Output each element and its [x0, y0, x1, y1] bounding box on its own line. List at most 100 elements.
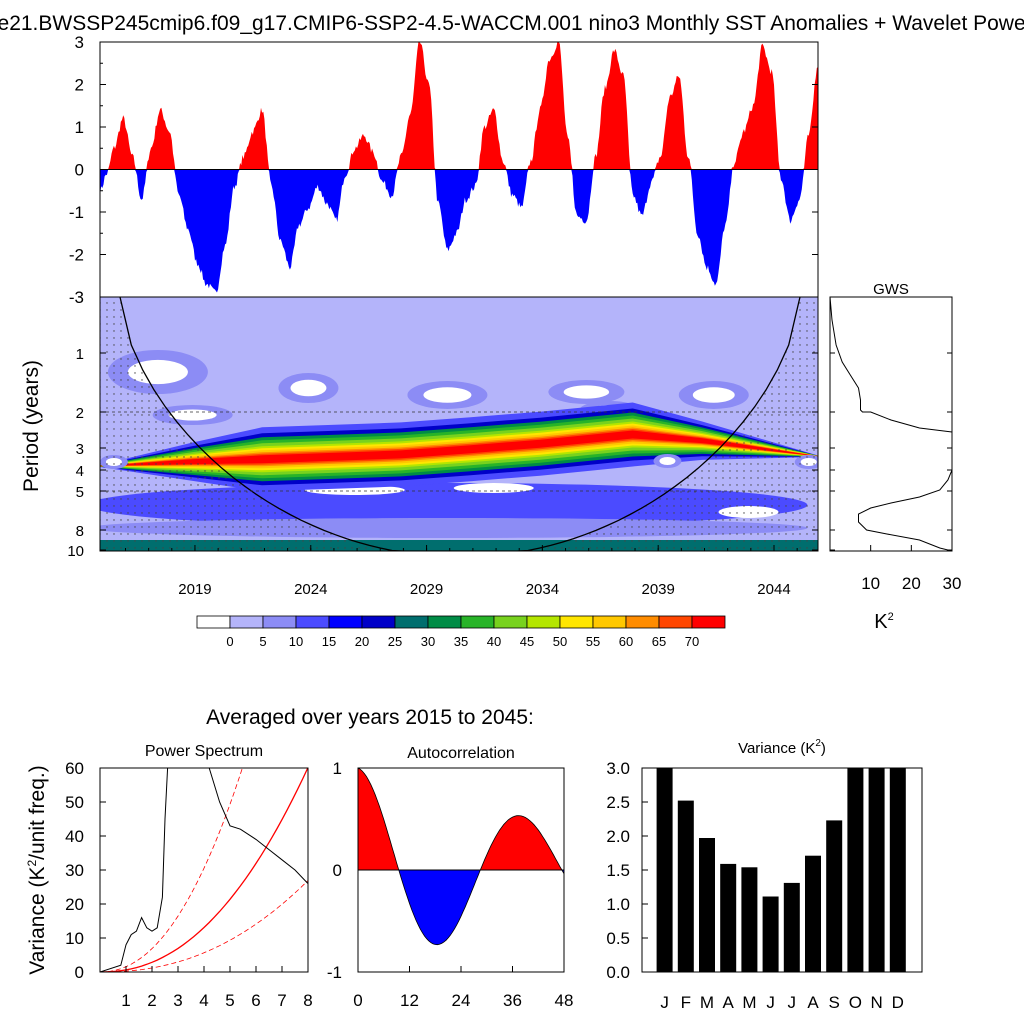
wavelet-x-tick-label: 2019 [178, 581, 211, 598]
monthly-variance-category-label: M [742, 993, 756, 1012]
colorbar-tick-label: 65 [652, 634, 666, 649]
gws-frame [829, 296, 953, 552]
significance-curve-upper [100, 768, 243, 972]
wavelet-y-tick-label: 3 [76, 441, 84, 458]
power-spectrum-x-tick-label: 4 [199, 991, 208, 1010]
power-spectrum-panel: Power Spectrum 1 2 3 4 5 6 7 8 0 10 20 30 40 50 60 Var… [25, 743, 313, 1010]
colorbar-swatch [328, 615, 363, 629]
wavelet-y-tick-label: 10 [67, 543, 84, 560]
sst-y-tick-label: -1 [69, 203, 84, 222]
power-spectrum-ticks: 1 2 3 4 5 6 7 8 0 10 20 30 40 50 60 [65, 759, 313, 1010]
main-title: b.e21.BWSSP245cmip6.f09_g17.CMIP6-SSP2-4… [0, 12, 1024, 35]
monthly-variance-bar [741, 867, 758, 972]
power-spectrum-x-tick-label: 1 [121, 991, 130, 1010]
monthly-variance-category-label: J [788, 993, 797, 1012]
wavelet-heatmap [100, 297, 818, 551]
monthly-variance-bar [889, 768, 906, 972]
sst-y-tick-label: -3 [69, 288, 84, 307]
autocorrelation-ticks: 0 12 24 36 48 1 0 -1 [327, 759, 574, 1010]
colorbar-swatch [526, 615, 561, 629]
monthly-variance-bar [762, 896, 779, 972]
wavelet-y-tick-label: 8 [76, 523, 84, 540]
colorbar-swatch [691, 615, 726, 629]
monthly-variance-bar [720, 863, 737, 972]
wavelet-y-tick-label: 1 [76, 346, 84, 363]
power-spectrum-x-tick-label: 8 [303, 991, 312, 1010]
colorbar-swatch [229, 615, 264, 629]
colorbar-tick-label: 10 [289, 634, 303, 649]
autocorrelation-panel: Autocorrelation 0 12 24 36 48 1 0 -1 [327, 745, 574, 1010]
colorbar-tick-label: 45 [520, 634, 534, 649]
autocorrelation-negative-area [358, 869, 564, 946]
monthly-variance-category-label: A [723, 993, 735, 1012]
wavelet-x-tick-label: 2039 [641, 581, 674, 598]
monthly-variance-bar [847, 768, 864, 972]
gws-axis-ticks: 10 20 30 [830, 352, 961, 593]
sst-y-tick-label: 1 [75, 118, 84, 137]
wavelet-contour-blob [290, 379, 327, 397]
power-spectrum-y-tick-label: 40 [65, 827, 84, 846]
autocorrelation-fill [358, 768, 564, 946]
monthly-variance-category-label: J [660, 993, 669, 1012]
power-spectrum-x-tick-label: 5 [225, 991, 234, 1010]
autocorrelation-x-tick-label: 12 [400, 991, 419, 1010]
monthly-variance-ticks: J F M A M J J A S O N D3.02.52.01.51.00.50.0 [606, 759, 904, 1012]
wavelet-bottom-band [100, 540, 818, 551]
autocorrelation-x-tick-label: 36 [503, 991, 522, 1010]
autocorrelation-x-tick-label: 0 [353, 991, 362, 1010]
power-spectrum-y-tick-label: 0 [75, 963, 84, 982]
monthly-variance-bars [656, 768, 906, 972]
autocorrelation-x-tick-label: 48 [555, 991, 574, 1010]
colorbar-tick-label: 5 [259, 634, 266, 649]
colorbar-swatch [196, 615, 231, 629]
autocorrelation-x-tick-label: 24 [452, 991, 471, 1010]
wavelet-contour-blob [692, 387, 735, 403]
power-spectrum-y-axis-label: Variance (K2/unit freq.) [25, 765, 49, 974]
wavelet-contour-blob [563, 385, 610, 399]
sst-positive-area [100, 42, 818, 170]
wavelet-x-tick-label: 2044 [757, 581, 790, 598]
sst-y-tick-label: 0 [75, 161, 84, 180]
power-spectrum-series-line [208, 768, 308, 884]
colorbar-swatch [262, 615, 297, 629]
colorbar-swatch [493, 615, 528, 629]
colorbar-tick-label: 50 [553, 634, 567, 649]
gws-title: GWS [873, 281, 909, 298]
power-spectrum-title: Power Spectrum [145, 743, 263, 760]
colorbar-tick-label: 40 [487, 634, 501, 649]
colorbar-tick-label: 70 [685, 634, 699, 649]
wavelet-contour-blob [453, 483, 534, 493]
colorbar-swatch [361, 615, 396, 629]
monthly-variance-y-tick-label: 2.0 [606, 827, 630, 846]
monthly-variance-panel: Variance (K2) J F M A M J J A S O N D3.02.52.01.51.… [606, 738, 923, 1012]
monthly-variance-y-tick-label: 3.0 [606, 759, 630, 778]
monthly-variance-y-tick-label: 0.5 [606, 929, 630, 948]
monthly-variance-category-label: D [892, 993, 904, 1012]
monthly-variance-bar [783, 882, 800, 972]
monthly-variance-title: Variance (K2) [738, 738, 826, 757]
colorbar-tick-label: 30 [421, 634, 435, 649]
monthly-variance-category-label: S [829, 993, 840, 1012]
gws-curve [830, 297, 952, 551]
power-spectrum-frame [99, 767, 309, 973]
wavelet-y-tick-label: 4 [76, 463, 84, 480]
power-spectrum-x-tick-label: 7 [277, 991, 286, 1010]
monthly-variance-y-tick-label: 0.0 [606, 963, 630, 982]
colorbar-swatch [592, 615, 627, 629]
sst-y-tick-label: 3 [75, 33, 84, 52]
wavelet-power-panel: 2019 2024 2029 2034 2039 2044 1 2 3 4 5 8 10 Period … [20, 296, 819, 598]
cone-of-influence-curve [119, 297, 801, 551]
colorbar-swatch [394, 615, 429, 629]
power-spectrum-x-tick-label: 6 [251, 991, 260, 1010]
power-spectrum-x-tick-label: 2 [147, 991, 156, 1010]
wavelet-x-tick-label: 2029 [410, 581, 443, 598]
monthly-variance-bar [868, 768, 885, 972]
averaged-label: Averaged over years 2015 to 2045: [206, 706, 534, 729]
wavelet-y-tick-label: 2 [76, 405, 84, 422]
colorbar-tick-label: 20 [355, 634, 369, 649]
wavelet-colorbar: 0 5 10 15 20 25 30 35 40 45 50 55 60 65 70 [196, 615, 726, 649]
wavelet-y-axis-label: Period (years) [20, 360, 43, 492]
autocorrelation-y-tick-label: 1 [333, 759, 342, 778]
monthly-variance-category-label: A [807, 993, 819, 1012]
